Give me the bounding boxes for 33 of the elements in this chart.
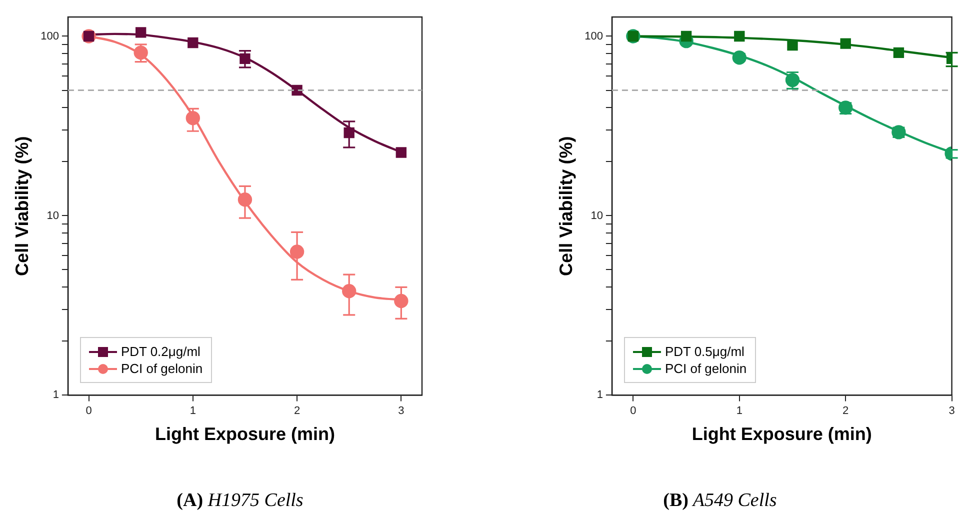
x-tick-label: 0 (630, 404, 636, 417)
y-axis-title: Cell Viability (%) (12, 136, 32, 276)
point (787, 40, 798, 51)
y-tick-label: 10 (590, 210, 603, 222)
text: (B) A549 Cells (663, 490, 777, 511)
legend-label: PCI of gelonin (120, 360, 203, 378)
x-tick-label: 2 (294, 404, 300, 417)
point (680, 30, 692, 42)
y-tick-label: 1 (596, 389, 603, 402)
point (292, 84, 302, 96)
x-axis-title: Light Exposure (min) (154, 424, 335, 444)
x-tick-label: 0 (86, 404, 92, 417)
legend-label: PDT 0.2μg/ml (120, 343, 200, 360)
x-axis-title: Light Exposure (min) (692, 424, 872, 444)
point (893, 47, 904, 58)
text: (A) H1975 Cells (176, 490, 304, 511)
point (136, 27, 146, 38)
y-tick-label: 1 (52, 389, 59, 402)
point (734, 30, 745, 42)
x-tick-label: 1 (190, 404, 196, 417)
x-tick-label: 3 (948, 404, 955, 417)
point (840, 38, 851, 49)
y-tick-label: 10 (46, 210, 59, 222)
x-tick-label: 1 (736, 404, 742, 417)
y-axis-title: Cell Viability (%) (556, 136, 576, 276)
legend-label: PCI of gelonin (664, 360, 747, 378)
legend-label: PDT 0.5μg/ml (664, 343, 744, 360)
y-tick-label: 100 (584, 30, 603, 42)
y-tick-label: 100 (40, 30, 59, 42)
x-tick-label: 2 (842, 404, 849, 417)
x-tick-label: 3 (398, 404, 404, 417)
point (396, 147, 407, 158)
point (188, 37, 198, 48)
